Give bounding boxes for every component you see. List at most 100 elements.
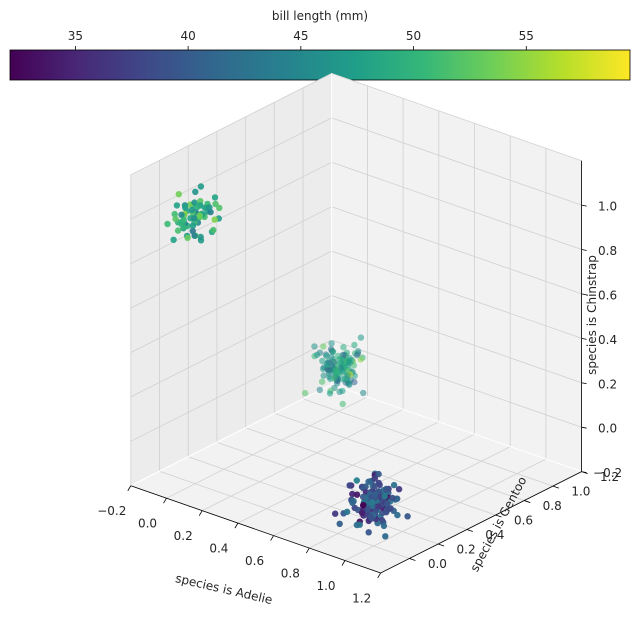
scatter-point [371, 491, 379, 498]
y-tick-label: 1.2 [600, 470, 619, 484]
scatter-point [339, 400, 346, 408]
z-tick [581, 293, 587, 296]
grid-line [202, 408, 404, 512]
scatter-point [404, 513, 411, 520]
x-tick [163, 497, 167, 504]
scatter-point [196, 212, 204, 219]
scatter-point [384, 500, 391, 507]
x-axis-line [130, 485, 381, 574]
scatter-point [351, 378, 358, 386]
x-tick-label: 1.0 [316, 579, 335, 593]
scatter-point [164, 220, 171, 228]
grid-line [130, 295, 332, 398]
colorbar-gradient [9, 49, 631, 81]
scatter-point [174, 227, 182, 234]
z-axis-label: species is Chinstrap [585, 255, 599, 375]
scatter-point [194, 203, 201, 211]
y-tick-label: 0.0 [428, 557, 447, 571]
x-tick [234, 522, 239, 529]
scatter-point [332, 371, 340, 378]
colorbar-tick-label: 55 [519, 29, 534, 43]
z-tick-label: 0.6 [598, 288, 617, 302]
scatter-point [323, 361, 331, 368]
axes-ticks: −0.2 0.0 0.2 0.4 0.6 0.8 1.0 1.2 0.0 0.2 0.4 0.6 0.8… [97, 160, 622, 606]
y-tick-label: 0.8 [543, 499, 562, 513]
scatter-point [173, 202, 181, 209]
scatter-point [357, 356, 364, 363]
scatter-point [383, 509, 390, 516]
scatter-point [339, 375, 346, 383]
pane-edge [130, 383, 332, 487]
grid-line [331, 73, 582, 162]
scatter-point [371, 475, 379, 482]
scatter-point [316, 386, 323, 394]
scatter-point [344, 372, 351, 379]
x-tick [305, 547, 310, 554]
x-tick-label: −0.2 [97, 504, 126, 518]
x-tick [127, 485, 132, 491]
scatter-point [302, 389, 309, 397]
z-tick-label: 1.0 [598, 200, 617, 214]
grid-line [216, 441, 467, 530]
scatter-point [368, 499, 376, 506]
scatter-point [328, 340, 335, 347]
scatter-point [367, 513, 374, 521]
x-tick-label: 0.4 [209, 542, 228, 556]
scatter-point [323, 352, 330, 360]
grid-line [309, 446, 511, 549]
y-tick [552, 485, 560, 489]
axes-grid [130, 73, 582, 574]
x-axis-label: species is Adelie [174, 571, 274, 607]
grid-line [331, 161, 582, 250]
scatter-point [356, 521, 363, 528]
grid-line [130, 339, 332, 442]
scatter-point [380, 522, 388, 530]
scatter-point [395, 486, 403, 493]
scatter-point [211, 216, 218, 223]
scatter-point [330, 358, 338, 366]
scatter-points [164, 183, 411, 540]
grid-line [331, 295, 582, 384]
scatter-point [328, 353, 335, 361]
scatter-point [358, 509, 366, 517]
scatter-point [353, 351, 360, 359]
scatter-point [387, 505, 394, 512]
y-tick [495, 514, 502, 518]
y-tick-label: 1.0 [571, 485, 590, 499]
scatter-point [188, 206, 196, 214]
grid-line [331, 339, 582, 428]
colorbar-tick-label: 45 [293, 29, 308, 43]
x-tick [341, 560, 346, 566]
scatter-point [180, 216, 187, 224]
grid-line [130, 117, 332, 220]
grid-line [302, 398, 554, 487]
scatter-point [197, 233, 204, 241]
scatter-point [394, 511, 401, 519]
y-tick [437, 543, 445, 547]
z-tick [581, 382, 587, 385]
scatter-point [375, 503, 382, 510]
scatter-point [189, 222, 197, 229]
scatter-point [184, 234, 191, 241]
scatter-point [191, 232, 198, 239]
scatter-point [365, 478, 372, 485]
scatter-point [210, 226, 217, 234]
scatter-point [329, 348, 337, 355]
z-tick [581, 426, 587, 429]
y-tick [466, 529, 473, 532]
scatter-point [332, 510, 339, 517]
grid-line [237, 421, 439, 524]
scatter-point [332, 366, 339, 373]
scatter-point [360, 501, 367, 509]
grid-line [274, 412, 525, 501]
scatter-point [313, 351, 321, 358]
scatter-point [371, 483, 378, 490]
grid-line [188, 456, 439, 545]
scatter-point [318, 378, 326, 385]
y-tick [409, 558, 416, 561]
scatter-point [351, 341, 358, 349]
scatter-point [216, 204, 223, 212]
scatter-point [364, 505, 372, 513]
scatter-point [382, 533, 389, 540]
grid-line [344, 458, 547, 561]
